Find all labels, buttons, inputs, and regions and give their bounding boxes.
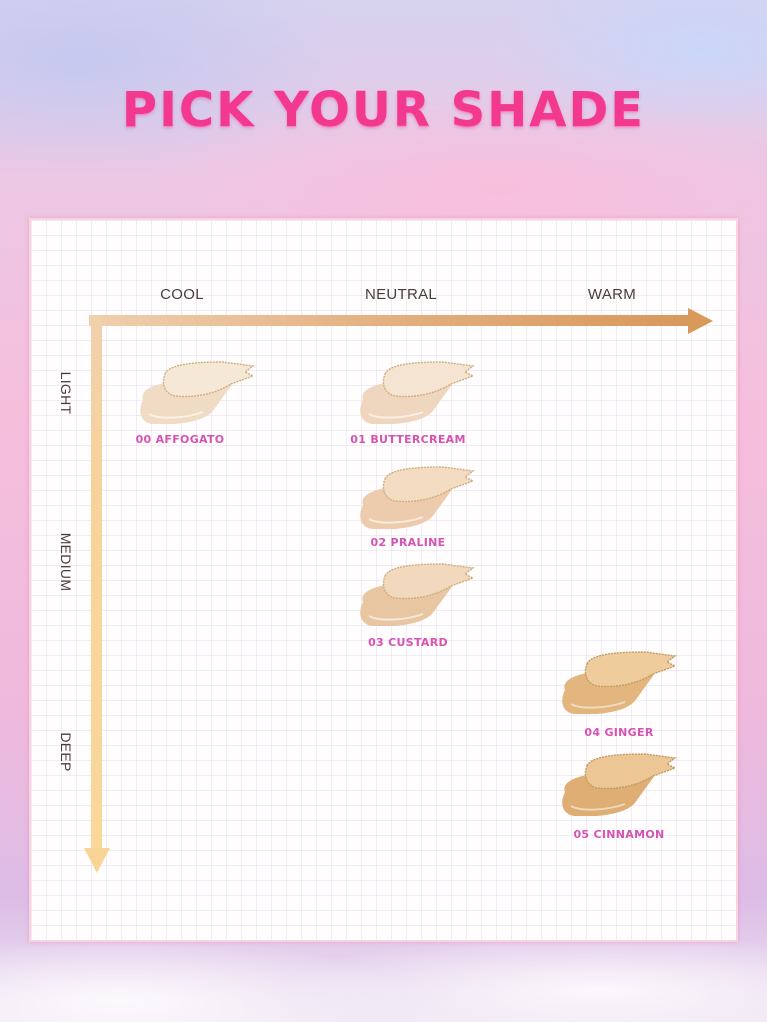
down-arrow-icon: [84, 848, 110, 873]
shade-label-01: 01 BUTTERCREAM: [350, 433, 466, 446]
shade-chart-panel: [29, 218, 738, 942]
shade-swatch-04-ginger[interactable]: [557, 650, 682, 722]
depth-label-light: LIGHT: [58, 371, 74, 415]
undertone-label-cool: COOL: [160, 286, 204, 303]
shade-swatch-02-praline[interactable]: [355, 465, 480, 537]
concealer-swatch-icon: [360, 563, 475, 626]
undertone-label-neutral: NEUTRAL: [364, 286, 438, 303]
shade-swatch-03-custard[interactable]: [355, 562, 480, 634]
page-title: PICK YOUR SHADE: [121, 82, 646, 138]
shade-label-00: 00 AFFOGATO: [135, 433, 225, 446]
shade-swatch-01-buttercream[interactable]: [355, 360, 480, 432]
shade-label-03: 03 CUSTARD: [368, 636, 448, 649]
shade-label-05: 05 CINNAMON: [573, 828, 665, 841]
undertone-arrow-shaft: [89, 315, 689, 326]
shade-label-04: 04 GINGER: [584, 726, 654, 739]
concealer-swatch-icon: [562, 651, 677, 714]
right-arrow-icon: [688, 308, 713, 334]
concealer-swatch-icon: [140, 361, 255, 424]
depth-label-medium: MEDIUM: [58, 532, 74, 592]
shade-swatch-05-cinnamon[interactable]: [557, 752, 682, 824]
depth-label-deep: DEEP: [58, 732, 74, 772]
concealer-swatch-icon: [360, 466, 475, 529]
shade-label-02: 02 PRALINE: [370, 536, 446, 549]
depth-arrow-shaft: [91, 315, 102, 850]
concealer-swatch-icon: [562, 753, 677, 816]
concealer-swatch-icon: [360, 361, 475, 424]
undertone-label-warm: WARM: [587, 286, 637, 303]
shade-swatch-00-affogato[interactable]: [135, 360, 260, 432]
